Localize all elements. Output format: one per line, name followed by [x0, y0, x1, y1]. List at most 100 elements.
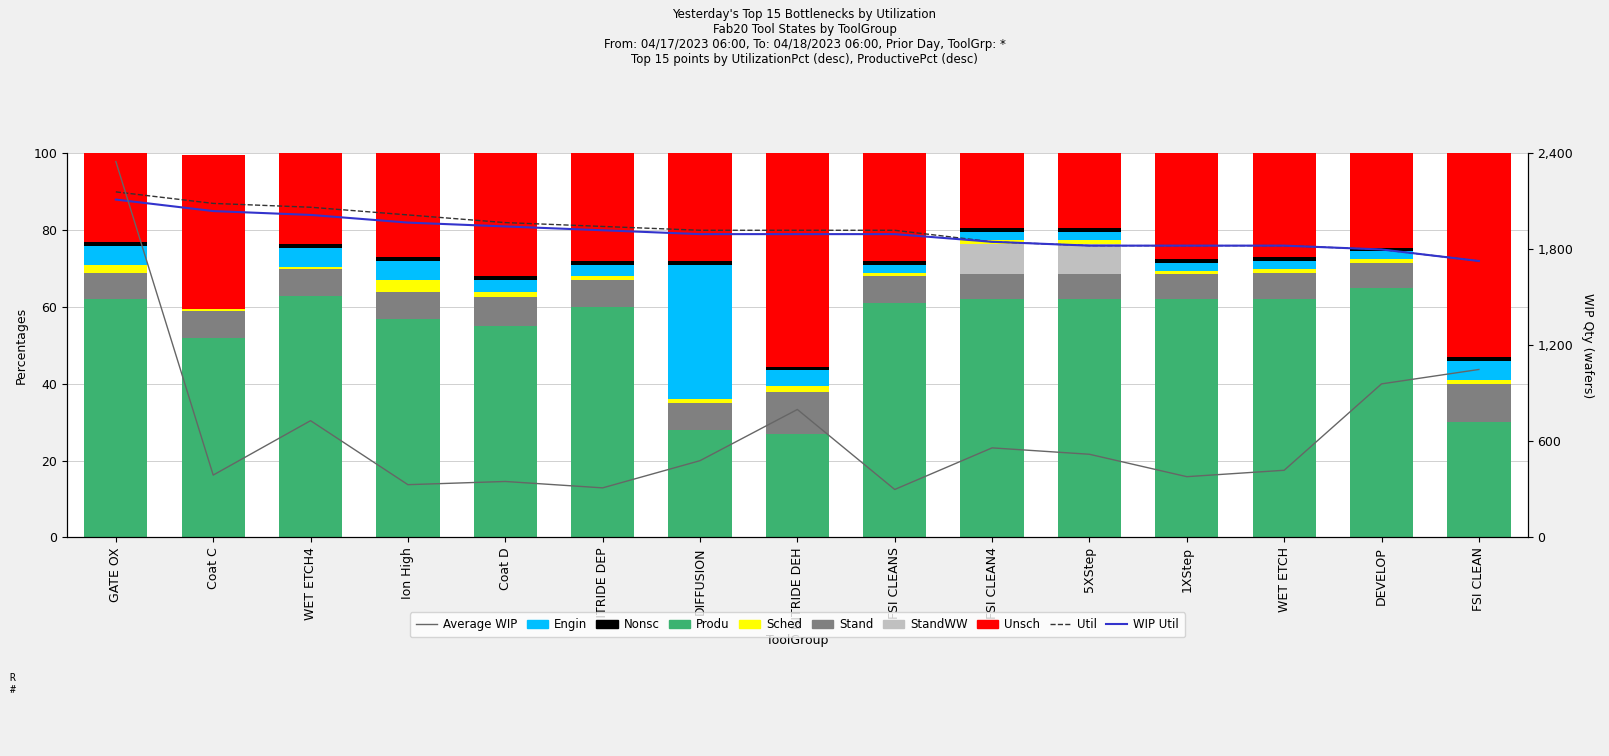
Bar	[473, 292, 537, 297]
Util	[399, 210, 418, 219]
Bar	[766, 392, 829, 434]
Bar	[182, 309, 245, 311]
Bar	[1155, 259, 1218, 263]
Bar	[1446, 380, 1511, 384]
Average WIP	[788, 405, 808, 414]
Bar	[278, 153, 343, 243]
Bar	[668, 153, 732, 261]
Bar	[84, 265, 148, 272]
WIP Util	[106, 195, 126, 204]
Y-axis label: WIP Qty (wafers): WIP Qty (wafers)	[1582, 293, 1595, 398]
Text: R
#: R #	[10, 674, 16, 695]
Bar	[1155, 299, 1218, 538]
Bar	[84, 153, 148, 242]
Bar	[862, 272, 927, 277]
Bar	[571, 153, 634, 261]
Bar	[961, 232, 1023, 240]
Bar	[862, 261, 927, 265]
Bar	[1350, 288, 1413, 538]
Bar	[766, 434, 829, 538]
WIP Util	[690, 230, 710, 239]
Bar	[377, 280, 439, 292]
Bar	[278, 243, 343, 247]
X-axis label: ToolGroup: ToolGroup	[766, 634, 829, 647]
Util	[594, 222, 613, 231]
WIP Util	[1274, 241, 1294, 250]
Bar	[668, 265, 732, 399]
Bar	[1252, 272, 1316, 299]
Average WIP	[1274, 466, 1294, 475]
Average WIP	[594, 483, 613, 492]
Bar	[1350, 259, 1413, 263]
Bar	[1155, 263, 1218, 271]
Bar	[961, 240, 1023, 243]
Bar	[1057, 228, 1121, 232]
Bar	[278, 267, 343, 268]
Bar	[668, 399, 732, 403]
Bar	[84, 299, 148, 538]
Bar	[377, 318, 439, 538]
Line: Util: Util	[116, 192, 1479, 261]
Average WIP	[885, 485, 904, 494]
Bar	[766, 153, 829, 367]
Bar	[1057, 299, 1121, 538]
Bar	[84, 242, 148, 246]
Bar	[766, 370, 829, 386]
Bar	[1446, 384, 1511, 423]
Util	[496, 218, 515, 227]
Util	[983, 237, 1002, 246]
Bar	[278, 268, 343, 296]
Bar	[1252, 257, 1316, 261]
Util	[1080, 241, 1099, 250]
Bar	[182, 311, 245, 338]
Util	[1372, 245, 1392, 254]
WIP Util	[399, 218, 418, 227]
Bar	[1057, 232, 1121, 240]
WIP Util	[1080, 241, 1099, 250]
Util	[1469, 256, 1488, 265]
Bar	[1446, 423, 1511, 538]
Bar	[473, 280, 537, 292]
Bar	[961, 228, 1023, 232]
Util	[301, 203, 320, 212]
Bar	[1252, 299, 1316, 538]
Bar	[961, 243, 1023, 274]
Bar	[377, 257, 439, 261]
Bar	[377, 153, 439, 257]
Bar	[1057, 243, 1121, 274]
Util	[1178, 241, 1197, 250]
Bar	[84, 246, 148, 265]
Bar	[1252, 153, 1316, 257]
Util	[204, 199, 224, 208]
Line: Average WIP: Average WIP	[116, 162, 1479, 489]
Bar	[473, 297, 537, 327]
WIP Util	[1372, 245, 1392, 254]
Bar	[278, 296, 343, 538]
Legend: Average WIP, Engin, Nonsc, Produ, Sched, Stand, StandWW, Unsch, Util, WIP Util: Average WIP, Engin, Nonsc, Produ, Sched,…	[410, 612, 1184, 637]
Bar	[668, 403, 732, 430]
Bar	[473, 153, 537, 277]
Y-axis label: Percentages: Percentages	[14, 307, 27, 384]
Average WIP	[1469, 365, 1488, 374]
Text: Yesterday's Top 15 Bottlenecks by Utilization
Fab20 Tool States by ToolGroup
Fro: Yesterday's Top 15 Bottlenecks by Utiliz…	[603, 8, 1006, 66]
Bar	[1057, 240, 1121, 243]
Util	[690, 226, 710, 235]
WIP Util	[885, 230, 904, 239]
Bar	[1350, 247, 1413, 252]
WIP Util	[1178, 241, 1197, 250]
Bar	[766, 367, 829, 370]
Average WIP	[106, 157, 126, 166]
Bar	[84, 272, 148, 299]
Bar	[668, 261, 732, 265]
Bar	[1155, 153, 1218, 259]
Average WIP	[301, 416, 320, 425]
Bar	[1350, 263, 1413, 288]
Bar	[182, 338, 245, 538]
WIP Util	[788, 230, 808, 239]
Bar	[1155, 274, 1218, 299]
Bar	[571, 307, 634, 538]
Bar	[278, 247, 343, 267]
Bar	[961, 153, 1023, 228]
Util	[106, 187, 126, 197]
Bar	[182, 156, 245, 309]
